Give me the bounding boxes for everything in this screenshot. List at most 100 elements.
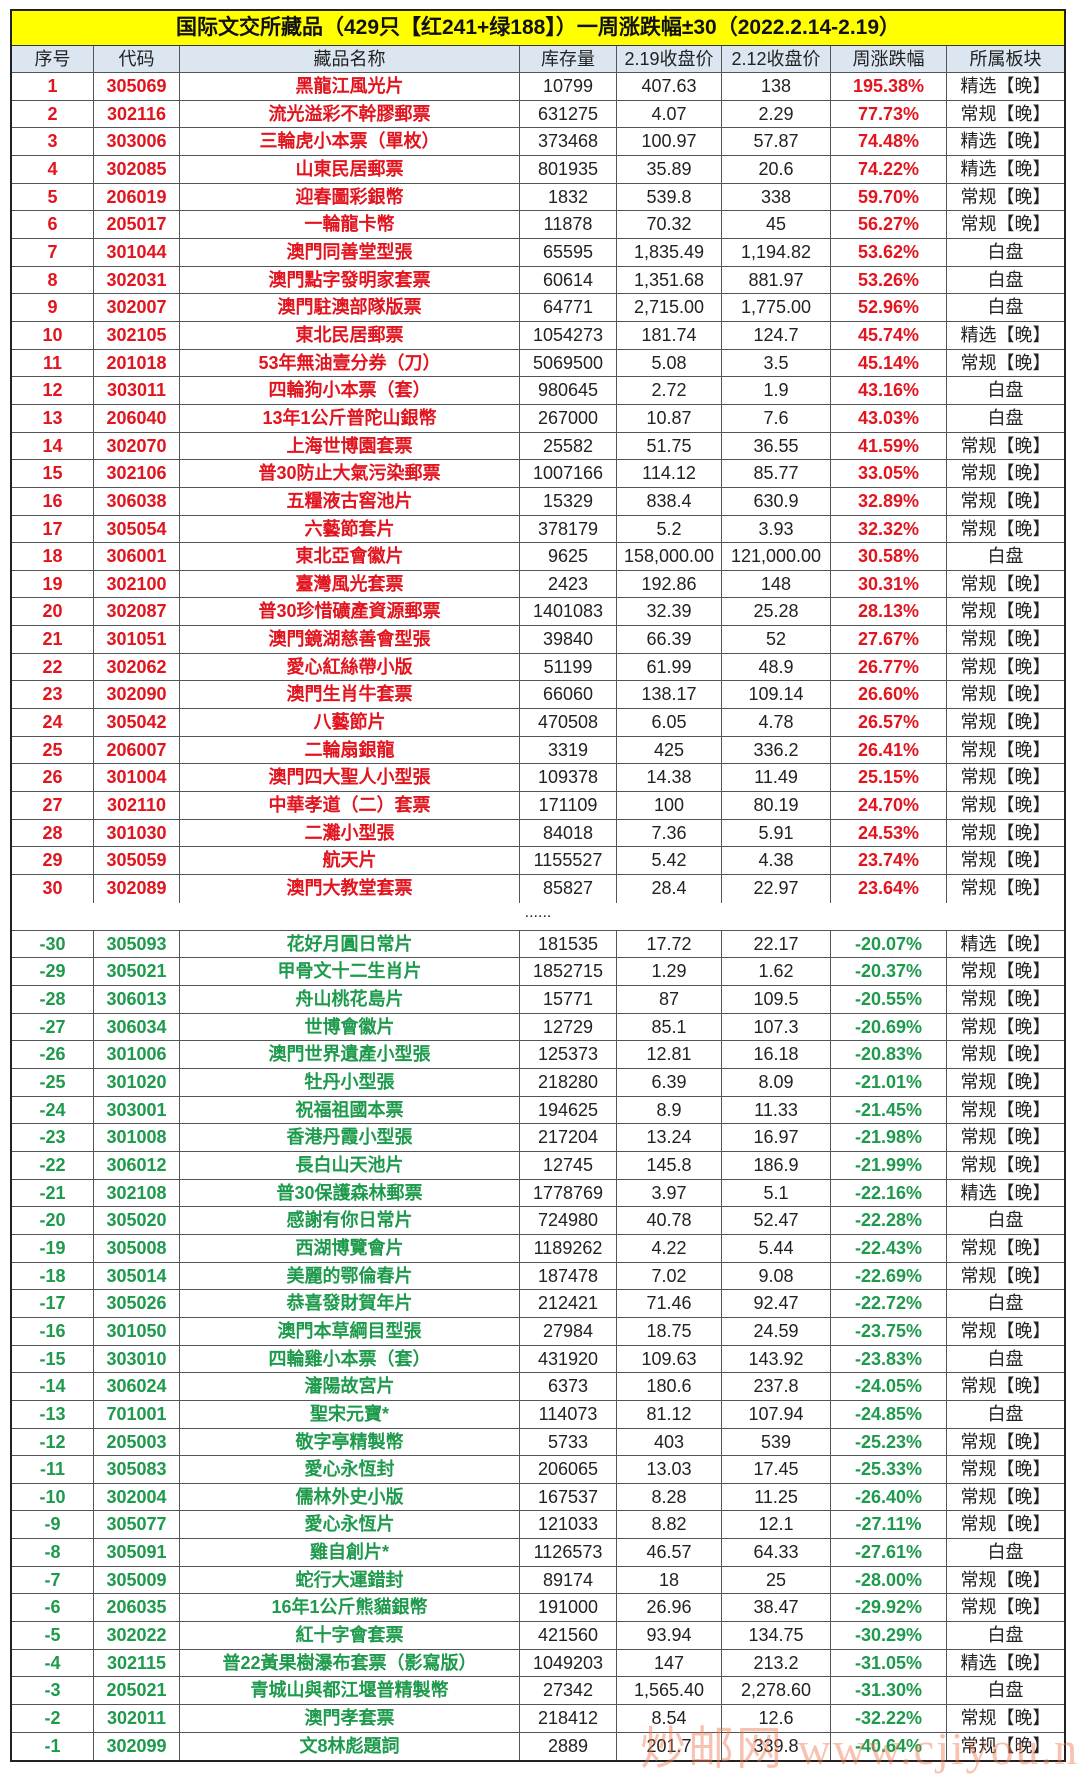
cell-weekly-change: 30.58% [831, 543, 947, 570]
table-row: -9 305077 愛心永恆片 121033 8.82 12.1 -27.11% 常规【晚】 [12, 1511, 1064, 1540]
cell-stock: 27342 [520, 1677, 617, 1705]
cell-seq: 18 [12, 543, 94, 570]
cell-close-212: 1,775.00 [722, 294, 831, 321]
cell-weekly-change: -20.07% [831, 930, 947, 958]
cell-code: 306024 [94, 1373, 180, 1400]
cell-code: 302004 [94, 1483, 180, 1511]
cell-close-219: 100 [617, 792, 722, 819]
cell-name: 六藝節套片 [180, 515, 520, 543]
cell-seq: -30 [12, 930, 94, 958]
cell-code: 302100 [94, 570, 180, 598]
cell-stock: 2423 [520, 570, 617, 598]
cell-close-212: 5.44 [722, 1234, 831, 1262]
cell-close-212: 24.59 [722, 1317, 831, 1345]
cell-close-212: 25 [722, 1566, 831, 1594]
cell-code: 302108 [94, 1179, 180, 1207]
cell-close-212: 11.33 [722, 1096, 831, 1124]
cell-close-219: 192.86 [617, 570, 722, 598]
cell-seq: 16 [12, 487, 94, 515]
cell-seq: 1 [12, 73, 94, 100]
cell-stock: 12729 [520, 1013, 617, 1041]
cell-stock: 171109 [520, 792, 617, 819]
cell-weekly-change: 77.73% [831, 100, 947, 128]
table-row: -16 301050 澳門本草綱目型張 27984 18.75 24.59 -23.75% 常… [12, 1317, 1064, 1346]
cell-sector: 精选【晚】 [960, 76, 1051, 96]
cell-stock: 5733 [520, 1428, 617, 1456]
cell-stock: 1832 [520, 183, 617, 211]
cell-weekly-change: -20.37% [831, 958, 947, 985]
cell-weekly-change: -20.83% [831, 1041, 947, 1068]
cell-close-212: 4.78 [722, 709, 831, 736]
table-row: 16 306038 五糧液古窖池片 15329 838.4 630.9 32.89% 常规【晚… [12, 487, 1064, 516]
cell-weekly-change: 59.70% [831, 183, 947, 211]
cell-name: 臺灣風光套票 [180, 570, 520, 598]
cell-weekly-change: -25.23% [831, 1428, 947, 1456]
cell-weekly-change: 24.53% [831, 819, 947, 847]
header-stock: 库存量 [520, 46, 617, 72]
cell-seq: 28 [12, 819, 94, 847]
cell-sector: 白盘 [987, 1542, 1024, 1563]
cell-seq: -22 [12, 1151, 94, 1179]
cell-weekly-change: 53.26% [831, 266, 947, 294]
cell-name: 四輪狗小本票（套） [180, 377, 520, 404]
cell-name: 恭喜發財賀年片 [180, 1290, 520, 1317]
cell-sector: 白盘 [987, 241, 1024, 262]
cell-sector: 常规【晚】 [960, 1431, 1051, 1452]
cell-stock: 39840 [520, 626, 617, 653]
cell-close-219: 109.63 [617, 1345, 722, 1373]
cell-close-212: 17.45 [722, 1456, 831, 1483]
cell-sector: 白盘 [987, 269, 1024, 290]
cell-code: 305093 [94, 930, 180, 958]
cell-seq: 19 [12, 570, 94, 598]
cell-sector: 白盘 [987, 1680, 1024, 1701]
cell-sector: 白盘 [987, 380, 1024, 401]
cell-name: 紅十字會套票 [180, 1622, 520, 1649]
cell-seq: 22 [12, 653, 94, 681]
cell-close-212: 20.6 [722, 155, 831, 183]
cell-close-219: 6.39 [617, 1068, 722, 1096]
table-row: 10 302105 東北民居郵票 1054273 181.74 124.7 45.74% 精选… [12, 321, 1064, 350]
cell-weekly-change: -23.75% [831, 1317, 947, 1345]
cell-sector: 白盘 [987, 1210, 1024, 1231]
cell-weekly-change: 32.32% [831, 515, 947, 543]
cell-name: 澳門世界遺產小型張 [180, 1041, 520, 1068]
cell-close-219: 1,351.68 [617, 266, 722, 294]
cell-weekly-change: -23.83% [831, 1345, 947, 1373]
cell-name: 東北亞會徽片 [180, 543, 520, 570]
cell-weekly-change: -25.33% [831, 1456, 947, 1483]
cell-seq: -12 [12, 1428, 94, 1456]
cell-stock: 51199 [520, 653, 617, 681]
cell-name: 澳門大教堂套票 [180, 875, 520, 903]
cell-weekly-change: 43.16% [831, 377, 947, 404]
cell-stock: 801935 [520, 155, 617, 183]
cell-stock: 114073 [520, 1400, 617, 1428]
table-row: 12 303011 四輪狗小本票（套） 980645 2.72 1.9 43.16% 白盘 [12, 377, 1064, 405]
table-row: 6 205017 一輪龍卡幣 11878 70.32 45 56.27% 常规【晚】 [12, 211, 1064, 239]
cell-close-212: 213.2 [722, 1649, 831, 1677]
cell-close-219: 61.99 [617, 653, 722, 681]
cell-close-219: 539.8 [617, 183, 722, 211]
table-row: -11 305083 愛心永恆封 206065 13.03 17.45 -25.33% 常规【… [12, 1456, 1064, 1484]
cell-weekly-change: -31.05% [831, 1649, 947, 1677]
cell-seq: 26 [12, 764, 94, 792]
cell-close-212: 45 [722, 211, 831, 238]
cell-weekly-change: 195.38% [831, 73, 947, 100]
cell-weekly-change: 74.22% [831, 155, 947, 183]
cell-code: 302115 [94, 1649, 180, 1677]
cell-close-212: 3.93 [722, 515, 831, 543]
cell-name: 三輪虎小本票（單枚） [180, 128, 520, 155]
cell-code: 306038 [94, 487, 180, 515]
cell-sector: 常规【晚】 [960, 712, 1051, 733]
table-row: -13 701001 聖宋元寶* 114073 81.12 107.94 -24.85% 白盘 [12, 1400, 1064, 1429]
cell-name: 山東民居郵票 [180, 155, 520, 183]
cell-close-212: 881.97 [722, 266, 831, 294]
cell-seq: 5 [12, 183, 94, 211]
cell-stock: 65595 [520, 238, 617, 266]
cell-close-219: 425 [617, 736, 722, 764]
cell-close-212: 109.14 [722, 681, 831, 709]
cell-close-212: 124.7 [722, 321, 831, 349]
cell-close-212: 336.2 [722, 736, 831, 764]
cell-seq: -10 [12, 1483, 94, 1511]
cell-stock: 373468 [520, 128, 617, 155]
cell-seq: 2 [12, 100, 94, 128]
